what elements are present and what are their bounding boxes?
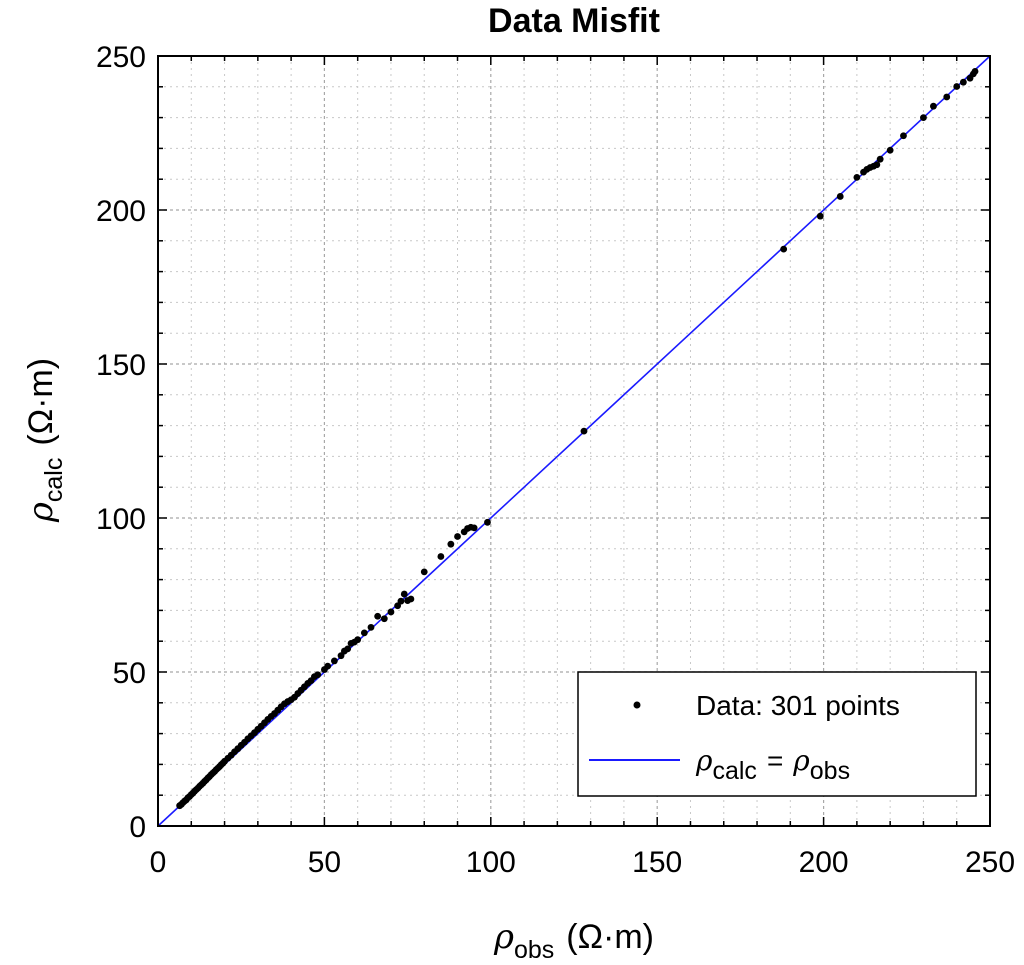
y-tick-labels: 0 50 100 150 200 250: [96, 41, 146, 844]
x-tick-labels: 0 50 100 150 200 250: [150, 846, 1015, 879]
legend-lhs-sub: calc: [712, 757, 756, 785]
minor-grid: [158, 56, 990, 826]
data-point: [816, 212, 824, 220]
data-point: [900, 132, 907, 140]
x-tick-label: 150: [632, 846, 682, 879]
y-tick-label: 150: [96, 349, 146, 382]
data-point: [374, 612, 382, 620]
y-axis-unit: (Ω·m): [22, 358, 60, 446]
data-point: [420, 568, 428, 576]
x-axis-subscript: obs: [514, 936, 554, 964]
data-point: [876, 155, 884, 163]
x-tick-label: 0: [150, 846, 167, 879]
data-point: [447, 540, 455, 548]
legend-data-label: Data: 301 points: [696, 690, 900, 721]
plot-frame: [157, 55, 991, 827]
data-point: [943, 93, 951, 101]
data-point: [330, 657, 338, 665]
data-point: [387, 608, 395, 616]
data-point: [354, 636, 362, 644]
data-point: [959, 78, 967, 86]
x-tick-label: 250: [965, 846, 1015, 879]
x-axis-symbol: ρ: [493, 917, 514, 957]
y-tick-label: 100: [96, 503, 146, 536]
axis-ticks: [157, 55, 991, 827]
y-axis-label: ρcalc (Ω·m): [21, 358, 68, 523]
data-point: [873, 161, 881, 169]
legend-box: [577, 671, 977, 797]
data-point: [853, 173, 861, 181]
data-point: [580, 427, 588, 435]
data-point: [920, 114, 927, 121]
data-point: [397, 597, 405, 605]
legend-point-marker: [633, 701, 641, 709]
data-point: [484, 518, 491, 526]
legend-rhs-symbol: ρ: [792, 744, 810, 777]
y-tick-label: 0: [129, 811, 146, 844]
data-points-layer: [176, 68, 979, 810]
data-point: [454, 533, 461, 540]
data-point: [314, 671, 322, 679]
data-point: [971, 68, 979, 75]
x-tick-label: 200: [799, 846, 849, 879]
data-point: [930, 102, 937, 110]
data-point: [470, 524, 478, 532]
data-point: [886, 146, 894, 154]
data-point: [324, 662, 332, 670]
y-tick-label: 200: [96, 195, 146, 228]
data-point: [836, 193, 844, 200]
data-point: [367, 623, 375, 631]
legend-eq: =: [767, 745, 783, 776]
data-point: [780, 245, 788, 253]
legend-line-label: ρcalc = ρobs: [695, 744, 850, 785]
data-point: [953, 83, 961, 90]
y-tick-label: 250: [96, 41, 146, 74]
data-point: [360, 629, 368, 637]
data-point: [344, 645, 352, 653]
legend-rhs-sub: obs: [810, 757, 850, 785]
data-point: [407, 595, 415, 603]
y-axis-subscript: calc: [40, 458, 68, 502]
x-axis-unit: (Ω·m): [566, 918, 654, 956]
x-axis-label: ρobs (Ω·m): [493, 917, 654, 964]
y-axis-symbol: ρ: [21, 502, 61, 523]
chart-title: Data Misfit: [488, 2, 660, 40]
y-tick-label: 50: [113, 657, 146, 690]
x-tick-label: 50: [308, 846, 341, 879]
data-point: [380, 615, 388, 623]
data-point: [400, 590, 408, 598]
legend: Data: 301 points ρcalc = ρobs: [577, 671, 977, 797]
data-point: [437, 553, 445, 560]
legend-lhs-symbol: ρ: [695, 744, 713, 777]
x-tick-label: 100: [466, 846, 516, 879]
